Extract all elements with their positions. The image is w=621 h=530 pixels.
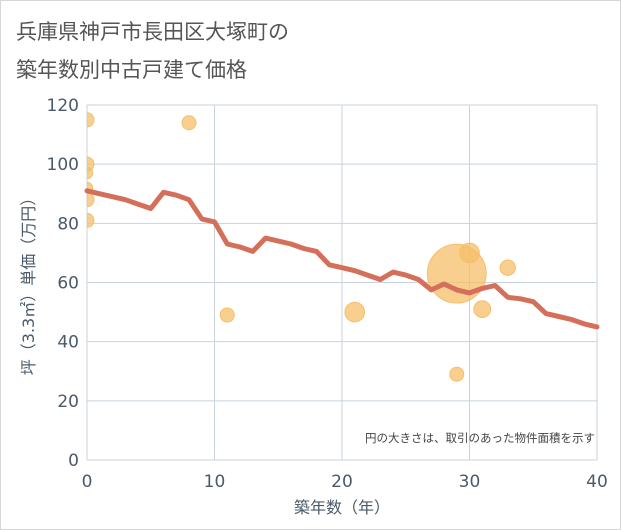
chart-title-line-1: 兵庫県神戸市長田区大塚町の	[16, 20, 289, 44]
y-tick-label: 100	[47, 155, 79, 175]
bubble-point	[87, 166, 94, 180]
chart-title-line-2: 築年数別中古戸建て価格	[16, 58, 247, 82]
trend-line	[84, 188, 600, 330]
x-tick-label: 0	[82, 472, 93, 492]
y-tick-label: 0	[68, 451, 79, 471]
y-tick-label: 20	[57, 392, 79, 412]
bubble-series	[87, 112, 516, 382]
bubble-point	[449, 366, 465, 382]
bubble-point	[181, 115, 197, 131]
axis-ticks: 0 10 20 30 40 0 20 40 60 80 100 120	[47, 96, 608, 492]
bubble-point	[473, 300, 492, 319]
bubble-point	[499, 259, 516, 276]
x-tick-label: 40	[586, 472, 608, 492]
y-tick-label: 80	[57, 214, 79, 234]
x-axis-title: 築年数（年）	[294, 498, 390, 517]
bubble-point	[219, 307, 235, 323]
y-axis-title: 坪（3.3㎡）単価（万円）	[19, 190, 38, 375]
y-tick-label: 60	[57, 274, 79, 294]
x-tick-label: 10	[204, 472, 226, 492]
x-tick-label: 20	[331, 472, 353, 492]
x-tick-label: 30	[459, 472, 481, 492]
y-tick-label: 40	[57, 333, 79, 353]
bubble-point	[344, 301, 366, 323]
bubble-point	[87, 212, 95, 228]
bubble-point	[87, 192, 95, 208]
bubble-point	[459, 242, 480, 264]
y-tick-label: 120	[47, 96, 79, 116]
bubble-size-note: 円の大きさは、取引のあった物件面積を示す	[365, 431, 595, 445]
bubble-point	[87, 112, 95, 128]
trend-series	[84, 188, 600, 330]
